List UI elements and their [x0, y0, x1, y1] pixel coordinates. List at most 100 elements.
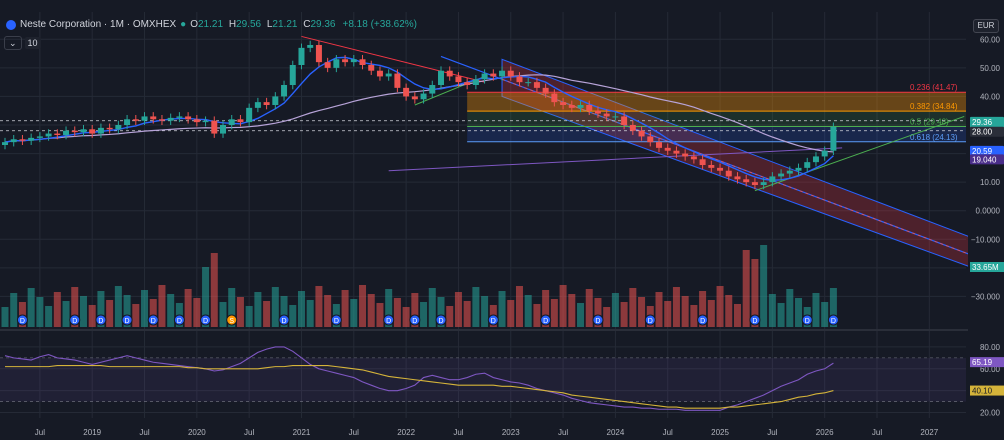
candle [481, 73, 488, 80]
volume-bar [420, 302, 428, 327]
candle [647, 136, 654, 143]
volume-bar [690, 305, 698, 327]
channel-mid-line [501, 78, 1004, 268]
currency-button[interactable]: EUR [973, 19, 999, 33]
volume-bar [638, 297, 646, 327]
dividend-marker [749, 314, 761, 326]
dividend-marker [278, 314, 290, 326]
volume-bar [236, 297, 244, 327]
x-tick-label: 2026 [816, 428, 834, 437]
volume-bar [324, 295, 332, 327]
dividend-marker-label: D [282, 318, 287, 325]
candle [45, 133, 52, 137]
volume-bar [149, 299, 157, 327]
candle [115, 125, 122, 130]
candle [376, 70, 383, 77]
candle [464, 82, 471, 85]
candle [89, 129, 96, 134]
candle [490, 73, 497, 77]
candle [682, 153, 689, 157]
candle [272, 96, 279, 105]
rsi-band [0, 357, 966, 402]
candle [516, 76, 523, 83]
candle [812, 156, 819, 163]
x-tick-label: Jul [663, 428, 673, 437]
candle [455, 76, 462, 83]
dividend-marker-label: D [334, 318, 339, 325]
y-tick-label: 40.00 [980, 92, 1001, 101]
candle [228, 119, 235, 125]
volume-bar [315, 286, 323, 327]
fib-zone-0236-0382 [467, 92, 966, 112]
volume-bar [376, 303, 384, 327]
downtrend-line [301, 35, 485, 83]
candle [420, 93, 427, 100]
dividend-marker-label: D [177, 318, 182, 325]
candle [158, 119, 165, 121]
candle [690, 156, 697, 160]
candle [403, 87, 410, 97]
dividend-marker [827, 314, 839, 326]
volume-bar [515, 286, 523, 327]
dividend-marker-label: D [491, 318, 496, 325]
volume-bar [184, 289, 192, 327]
price-label: 29.36 [972, 118, 993, 127]
volume-bar [437, 297, 445, 327]
ma-collapse-icon[interactable]: ⌄ [4, 36, 22, 50]
candle [769, 176, 776, 183]
volume-bar [716, 286, 724, 327]
candle [830, 126, 837, 151]
volume-bar [62, 301, 70, 327]
volume-bar [132, 304, 140, 327]
y-tick-label: 0.0000 [976, 207, 1001, 216]
ma-length[interactable]: 10 [24, 37, 41, 49]
candle [699, 159, 706, 165]
ma-indicator-row[interactable]: ⌄ 10 [4, 36, 41, 50]
volume-bar [402, 307, 410, 327]
candles [2, 40, 837, 190]
dividend-marker [644, 314, 656, 326]
price-label: 19.040 [972, 155, 997, 164]
dividend-marker [697, 314, 709, 326]
descending-channel [501, 58, 1004, 280]
volume-bar [577, 303, 585, 327]
candle [281, 85, 288, 97]
volume-bar [210, 253, 218, 327]
dividend-marker-label: D [72, 318, 77, 325]
volume-bar [463, 301, 471, 327]
candle [751, 182, 758, 185]
volume-bar [454, 292, 462, 327]
symbol-label[interactable]: Neste Corporation · 1M · OMXHEX [20, 19, 177, 30]
dividend-marker [121, 314, 133, 326]
x-tick-label: Jul [767, 428, 777, 437]
x-tick-label: 2025 [711, 428, 729, 437]
candle [54, 133, 61, 135]
volume-bar [594, 298, 602, 327]
candle [80, 129, 87, 133]
dividend-marker-label: D [752, 318, 757, 325]
volume-bar [53, 292, 61, 327]
candle [525, 82, 532, 84]
volume-bar [664, 301, 672, 327]
volume-bar [71, 287, 79, 327]
candle [237, 119, 244, 123]
dividend-marker-label: D [386, 318, 391, 325]
candle [542, 87, 549, 94]
fib-label: 0.618 (24.13) [910, 133, 958, 142]
candle [71, 130, 78, 133]
dividend-marker-label: D [805, 318, 810, 325]
candle [394, 73, 401, 88]
candle [211, 120, 218, 134]
candle [551, 93, 558, 103]
volume-bar [751, 259, 759, 327]
volume-bar [350, 299, 358, 327]
dividend-marker-label: D [412, 318, 417, 325]
dividend-marker-label: S [229, 318, 234, 325]
dividend-marker-label: D [98, 318, 103, 325]
volume-bar [777, 303, 785, 327]
x-tick-label: 2022 [397, 428, 415, 437]
candle [717, 167, 724, 171]
candle [577, 105, 584, 108]
volume-bar [36, 297, 44, 327]
